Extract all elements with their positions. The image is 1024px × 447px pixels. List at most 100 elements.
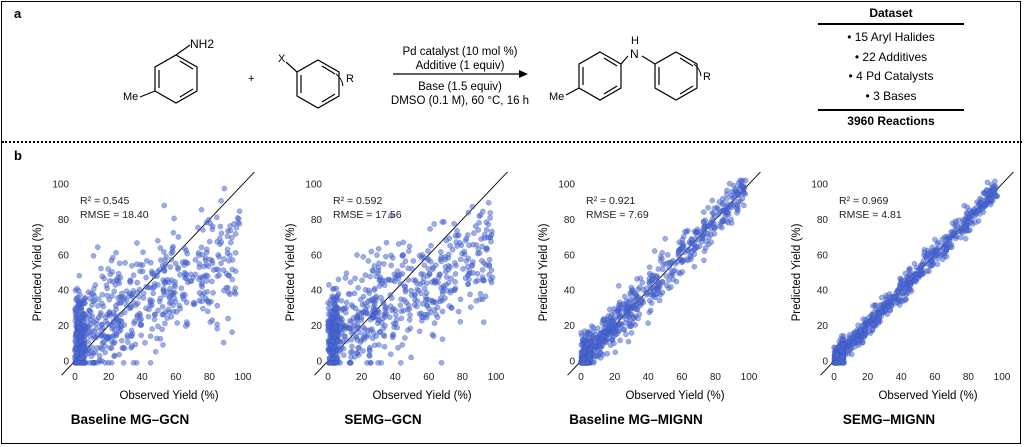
data-point: [99, 273, 106, 280]
data-point: [120, 359, 127, 366]
data-point: [587, 346, 594, 352]
stats-annotation: R² = 0.592: [333, 195, 382, 207]
data-point: [169, 248, 176, 255]
data-point: [99, 300, 105, 307]
data-point: [869, 321, 875, 328]
y-tick-label: 100: [558, 180, 575, 191]
data-point: [348, 349, 354, 356]
data-point: [839, 341, 846, 348]
data-point: [325, 311, 332, 318]
stats-annotation: R² = 0.921: [586, 195, 635, 207]
data-point: [650, 288, 657, 295]
data-point: [454, 227, 460, 234]
data-point: [207, 319, 214, 326]
data-point: [352, 275, 358, 282]
y-tick-label: 0: [316, 357, 322, 368]
data-point: [162, 257, 169, 264]
data-point: [72, 337, 79, 344]
data-point: [224, 246, 231, 253]
data-point: [216, 272, 222, 278]
data-point: [892, 300, 898, 306]
data-point: [150, 290, 157, 297]
data-point: [442, 295, 448, 302]
data-point: [586, 351, 593, 358]
data-point: [131, 320, 137, 327]
x-tick-label: 40: [896, 372, 908, 383]
condition-additive: Additive (1 equiv): [416, 60, 505, 72]
data-point: [479, 296, 486, 303]
data-point: [646, 297, 653, 304]
data-point: [177, 305, 184, 312]
data-point: [209, 278, 215, 285]
data-point: [660, 266, 666, 273]
data-point: [457, 256, 464, 263]
data-point: [850, 340, 856, 346]
data-point: [111, 339, 118, 345]
data-point: [488, 267, 495, 274]
data-point: [651, 248, 658, 254]
data-point: [80, 322, 87, 329]
stats-annotation: RMSE = 4.81: [839, 209, 902, 221]
y-tick-label: 0: [822, 357, 828, 368]
data-point: [232, 249, 239, 256]
data-point: [330, 338, 336, 345]
data-point: [623, 331, 629, 338]
data-point: [95, 303, 101, 309]
dataset-list: • 15 Aryl Halides • 22 Additives • 4 Pd …: [818, 28, 964, 106]
y-tick-label: 80: [311, 215, 323, 226]
data-point: [474, 270, 481, 277]
data-point: [907, 267, 913, 274]
scatter-plot-1: 00 20 20 40 40 60 60 80 80 100 100 Observed Yield (…: [32, 172, 255, 402]
data-point: [99, 346, 105, 352]
data-point: [90, 252, 97, 259]
data-point: [367, 273, 374, 280]
data-point: [411, 302, 418, 308]
data-point: [397, 280, 404, 287]
data-point: [117, 327, 124, 333]
data-point: [374, 252, 380, 258]
data-point: [214, 238, 220, 245]
data-point: [183, 299, 190, 306]
data-point: [972, 219, 979, 226]
data-point: [408, 292, 415, 298]
x-tick-label: 20: [862, 372, 874, 383]
data-point: [670, 268, 677, 275]
data-point: [184, 250, 191, 257]
data-point: [421, 285, 428, 292]
data-point: [700, 219, 707, 226]
data-point: [625, 338, 632, 345]
data-point: [164, 276, 171, 283]
data-point: [227, 239, 234, 246]
data-point: [701, 248, 708, 255]
data-point: [107, 345, 113, 351]
data-point: [202, 295, 209, 302]
data-point: [992, 178, 998, 185]
data-point: [932, 236, 938, 243]
data-point: [615, 305, 622, 311]
x-tick-label: 20: [103, 372, 115, 383]
data-point: [354, 350, 361, 356]
data-point: [627, 311, 634, 318]
data-point: [371, 263, 378, 269]
data-point: [668, 259, 675, 266]
data-point: [633, 294, 640, 301]
data-point: [337, 346, 343, 353]
data-point: [986, 196, 993, 202]
data-point: [487, 234, 493, 241]
data-point: [210, 289, 216, 296]
data-point: [136, 293, 142, 300]
data-point: [124, 339, 131, 346]
data-point: [962, 235, 969, 242]
data-point: [388, 262, 395, 269]
data-point: [198, 206, 205, 213]
data-point: [410, 258, 417, 264]
data-point: [639, 279, 646, 286]
data-point: [149, 326, 155, 332]
data-point: [463, 258, 470, 264]
data-point: [488, 279, 495, 286]
data-point: [467, 291, 473, 298]
data-point: [105, 266, 112, 272]
y-tick-label: 0: [569, 357, 575, 368]
data-point: [480, 276, 486, 283]
data-point: [98, 321, 105, 328]
